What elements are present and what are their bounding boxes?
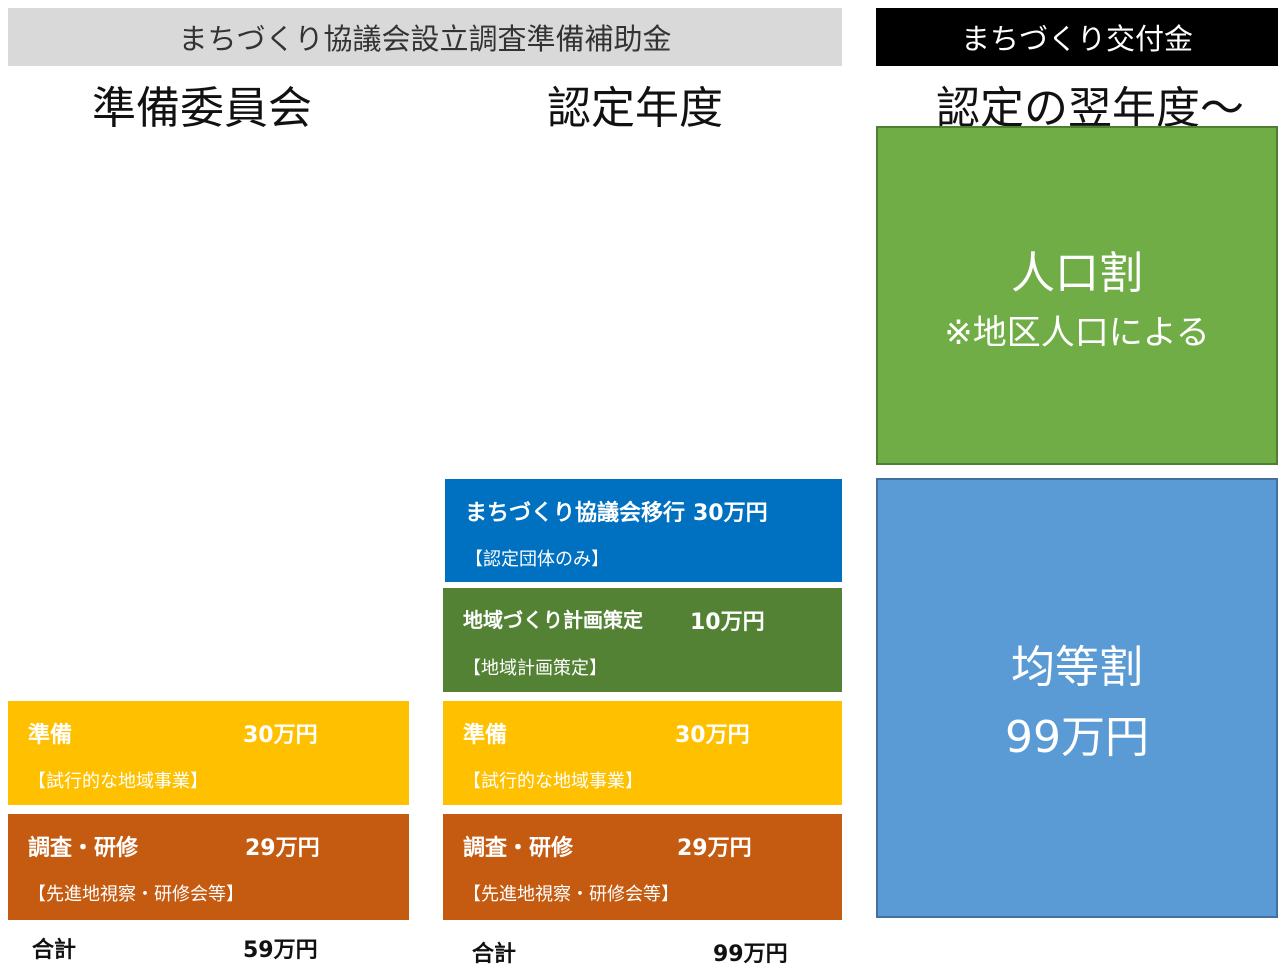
- box-title: 地域づくり計画策定: [463, 608, 643, 632]
- box-note: 【先進地視察・研修会等】: [463, 884, 679, 905]
- total-amount: 59万円: [243, 938, 318, 963]
- box-amount: 30万円: [675, 723, 750, 748]
- column-heading: 準備委員会: [92, 83, 312, 134]
- box-title: 人口割: [1011, 248, 1143, 299]
- box-amount: 10万円: [690, 610, 765, 635]
- header-right: まちづくり交付金: [876, 8, 1278, 66]
- box-note: 【認定団体のみ】: [465, 549, 609, 570]
- box-amount: 99万円: [1005, 712, 1149, 763]
- header-left: まちづくり協議会設立調査準備補助金: [8, 8, 842, 66]
- total-label: 合計: [472, 942, 517, 967]
- box-note: 【地域計画策定】: [463, 658, 607, 679]
- box-population: 人口割 ※地区人口による: [876, 126, 1278, 465]
- box-research: 調査・研修 29万円 【先進地視察・研修会等】: [443, 814, 842, 920]
- box-amount: 30万円: [243, 723, 318, 748]
- total-label: 合計: [32, 938, 77, 963]
- box-note: 【先進地視察・研修会等】: [28, 884, 244, 905]
- box-equal: 均等割 99万円: [876, 478, 1278, 918]
- box-title: 調査・研修: [463, 836, 574, 861]
- box-preparation: 準備 30万円 【試行的な地域事業】: [443, 701, 842, 805]
- column-heading: 認定年度: [547, 83, 723, 134]
- box-title: 均等割: [1011, 642, 1143, 693]
- total-amount: 99万円: [713, 942, 788, 967]
- box-amount: 30万円: [693, 501, 768, 526]
- box-title: 調査・研修: [28, 836, 139, 861]
- box-plan: 地域づくり計画策定 10万円 【地域計画策定】: [443, 588, 842, 692]
- box-note: 【試行的な地域事業】: [28, 771, 208, 792]
- box-title: 準備: [463, 723, 508, 748]
- box-title: 準備: [28, 723, 73, 748]
- column-heading: 認定の翌年度～: [936, 83, 1244, 134]
- box-title: まちづくり協議会移行: [465, 501, 686, 526]
- box-transition: まちづくり協議会移行 30万円 【認定団体のみ】: [445, 479, 842, 582]
- box-research: 調査・研修 29万円 【先進地視察・研修会等】: [8, 814, 409, 920]
- box-note: 【試行的な地域事業】: [463, 771, 643, 792]
- box-preparation: 準備 30万円 【試行的な地域事業】: [8, 701, 409, 805]
- box-amount: 29万円: [245, 836, 320, 861]
- box-amount: 29万円: [677, 836, 752, 861]
- box-note: ※地区人口による: [944, 313, 1210, 353]
